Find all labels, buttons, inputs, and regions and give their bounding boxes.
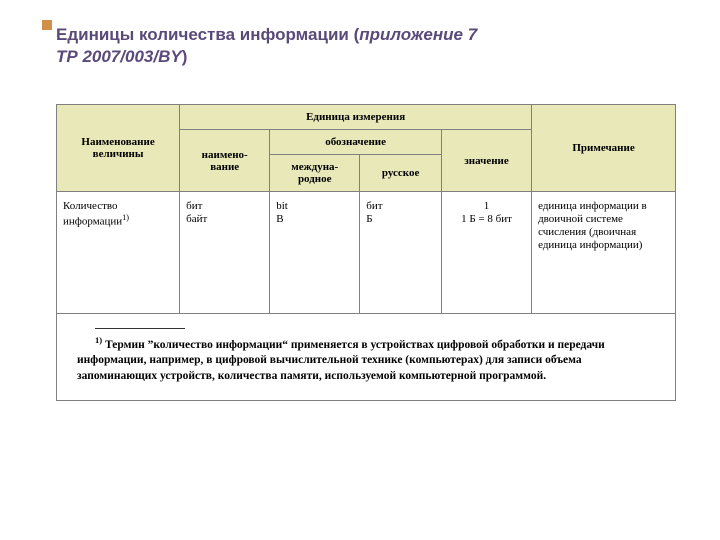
table-header-row1: Наименование величины Единица измерения … <box>57 105 676 130</box>
cell-intl: bit B <box>270 192 360 314</box>
naimen-l1: бит <box>186 200 263 212</box>
title-close: ) <box>182 47 188 66</box>
name-line1: Количество <box>63 200 173 212</box>
cell-value: 1 1 Б = 8 бит <box>442 192 532 314</box>
intl-l1: bit <box>276 200 353 212</box>
page-title: Единицы количества информации (приложени… <box>56 24 477 68</box>
naimen-l2: байт <box>186 213 263 225</box>
slide-marker <box>42 20 52 30</box>
title-italic1: приложение 7 <box>359 25 477 44</box>
col-name-header: Наименование величины <box>57 105 180 192</box>
info-units-table: Наименование величины Единица измерения … <box>56 104 676 401</box>
note-l4: единица информации) <box>538 239 669 251</box>
note-l3: счисления (двоичная <box>538 226 669 238</box>
col-oboz-group-header: обозначение <box>270 130 442 155</box>
note-l1: единица информации в <box>538 200 669 212</box>
cell-name: Количество информации1) <box>57 192 180 314</box>
col-note-header: Примечание <box>532 105 676 192</box>
col-rus-header: русское <box>360 155 442 192</box>
title-part1: Единицы количества информации ( <box>56 25 359 44</box>
footnote-text: Термин ”количество информации“ применяет… <box>77 339 605 382</box>
rus-l2: Б <box>366 213 435 225</box>
table-footnote-row: 1) Термин ”количество информации“ примен… <box>57 314 676 401</box>
table-container: Наименование величины Единица измерения … <box>56 104 676 401</box>
name-line2a: информации <box>63 216 122 228</box>
name-sup: 1) <box>122 213 129 222</box>
cell-rus: бит Б <box>360 192 442 314</box>
footnote-rule <box>95 328 185 329</box>
col-unit-group-header: Единица измерения <box>180 105 532 130</box>
cell-note: единица информации в двоичной системе сч… <box>532 192 676 314</box>
val-l2: 1 Б = 8 бит <box>448 213 525 225</box>
footnote-text-wrap: 1) Термин ”количество информации“ примен… <box>77 335 655 384</box>
col-value-header: значение <box>442 130 532 192</box>
col-naimen-header: наимено- вание <box>180 130 270 192</box>
note-l2: двоичной системе <box>538 213 669 225</box>
table-row: Количество информации1) бит байт bit B б… <box>57 192 676 314</box>
val-l1: 1 <box>448 200 525 212</box>
rus-l1: бит <box>366 200 435 212</box>
cell-naimen: бит байт <box>180 192 270 314</box>
title-italic2: ТР 2007/003/BY <box>56 47 182 66</box>
footnote-cell: 1) Термин ”количество информации“ примен… <box>57 314 676 401</box>
col-intl-header: междуна- родное <box>270 155 360 192</box>
intl-l2: B <box>276 213 353 225</box>
